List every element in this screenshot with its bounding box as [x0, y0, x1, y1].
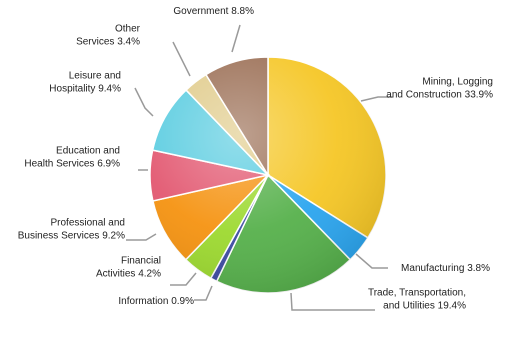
- leader-line: [126, 233, 157, 241]
- slice-label: Government 8.8%: [173, 6, 254, 17]
- slice-label-line: Education and: [56, 146, 120, 157]
- slice-label: Manufacturing 3.8%: [401, 263, 490, 274]
- leader-line: [360, 96, 393, 102]
- slice-label-line: and Construction 33.9%: [386, 90, 493, 101]
- slice-label-line: Activities 4.2%: [96, 269, 161, 280]
- slice-label-line: Trade, Transportation,: [368, 288, 466, 299]
- slice-label: Trade, Transportation, and Utilities 19.4…: [368, 288, 466, 312]
- leader-line: [355, 253, 388, 269]
- leader-line: [172, 41, 191, 77]
- slice-label: Other Services 3.4%: [76, 24, 141, 48]
- slice-label-line: Hospitality 9.4%: [49, 84, 121, 95]
- slice-label: Information 0.9%: [118, 296, 194, 307]
- slice-labels: Mining, Logging and Construction 33.9% Man…: [18, 6, 493, 312]
- leader-line: [290, 292, 375, 311]
- slice-label-line: Leisure and: [69, 71, 121, 82]
- slice-label-line: Government 8.8%: [173, 6, 254, 17]
- slice-label-line: Services 3.4%: [76, 37, 140, 48]
- slice-label: Professional and Business Services 9.2%: [18, 218, 125, 242]
- slice-label-line: Health Services 6.9%: [24, 159, 120, 170]
- slice-label-line: Mining, Logging: [422, 77, 493, 88]
- slice-label: Education and Health Services 6.9%: [24, 146, 120, 170]
- slice-label-line: Business Services 9.2%: [18, 231, 125, 242]
- pie-slices: [149, 56, 387, 294]
- slice-label-line: Other: [115, 24, 141, 35]
- slice-label: Leisure and Hospitality 9.4%: [49, 71, 121, 95]
- leader-line: [134, 87, 154, 117]
- slice-label-line: and Utilities 19.4%: [383, 301, 466, 312]
- leader-line: [170, 272, 197, 286]
- slice-label-line: Financial: [121, 256, 161, 267]
- slice-label-line: Manufacturing 3.8%: [401, 263, 490, 274]
- slice-label-line: Information 0.9%: [118, 296, 194, 307]
- slice-label: Mining, Logging and Construction 33.9%: [386, 77, 493, 101]
- leader-lines: [126, 24, 393, 311]
- slice-label: Financial Activities 4.2%: [96, 256, 161, 280]
- slice-label-line: Professional and: [51, 218, 126, 229]
- leader-line: [231, 24, 241, 53]
- leader-line: [194, 285, 213, 301]
